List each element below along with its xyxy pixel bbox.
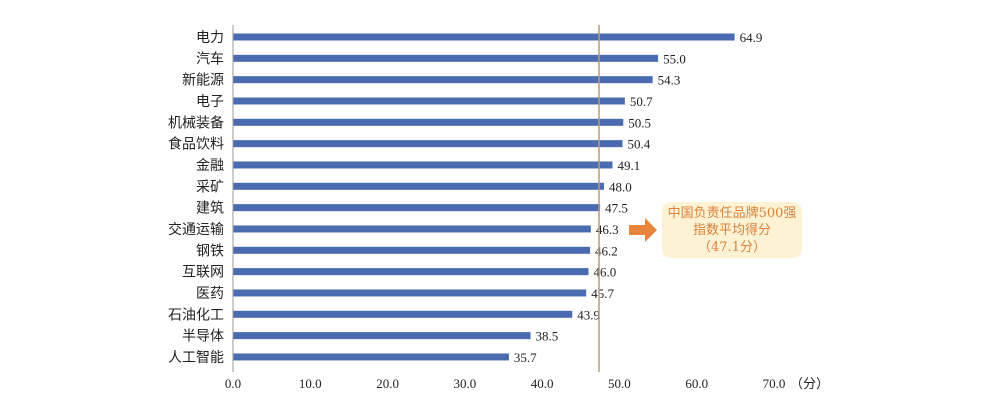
bar-15 <box>233 353 509 361</box>
value-label-1: 55.0 <box>663 51 686 66</box>
category-label-9: 交通运输 <box>168 221 224 238</box>
bar-2 <box>233 76 653 84</box>
bar-7 <box>233 182 604 190</box>
category-label-14: 半导体 <box>182 329 224 345</box>
value-label-15: 35.7 <box>514 350 537 365</box>
value-label-12: 45.7 <box>591 286 614 301</box>
bar-12 <box>233 289 587 297</box>
category-label-7: 采矿 <box>196 179 224 195</box>
category-label-3: 电子 <box>196 94 224 110</box>
category-label-1: 汽车 <box>196 50 224 67</box>
category-labels-group: 电力汽车新能源电子机械装备食品饮料金融采矿建筑交通运输钢铁互联网医药石油化工半导… <box>168 30 224 366</box>
value-label-13: 43.9 <box>577 307 600 322</box>
value-label-8: 47.5 <box>605 201 628 216</box>
value-labels-group: 64.9 55.0 54.3 50.7 50.5 50.4 49.1 48.0 47.5 46.3… <box>514 30 762 365</box>
value-label-3: 50.7 <box>630 94 653 109</box>
category-label-15: 人工智能 <box>168 350 224 366</box>
x-axis-unit-label: （分） <box>790 377 829 392</box>
value-label-6: 49.1 <box>617 158 640 173</box>
bar-9 <box>233 225 591 233</box>
x-tick-label-0: 0.0 <box>225 376 241 391</box>
bar-11 <box>233 268 589 276</box>
value-label-0: 64.9 <box>740 30 763 45</box>
x-tick-labels-group: 0.0 10.0 20.0 30.0 40.0 50.0 60.0 70.0 <box>225 376 786 391</box>
category-label-2: 新能源 <box>182 73 224 89</box>
x-tick-label-5: 50.0 <box>608 376 631 391</box>
bar-0 <box>233 33 735 41</box>
category-label-0: 电力 <box>196 30 224 46</box>
bar-14 <box>233 332 531 340</box>
bar-8 <box>233 204 601 212</box>
category-label-13: 石油化工 <box>168 307 224 323</box>
bar-10 <box>233 246 591 254</box>
callout-line-1: 中国负责任品牌500强 <box>667 206 797 221</box>
x-tick-label-7: 70.0 <box>763 376 786 391</box>
bars-group <box>233 33 735 361</box>
category-label-11: 互联网 <box>182 265 224 281</box>
bar-1 <box>233 54 659 62</box>
callout-line-3: （47.1分） <box>698 240 766 255</box>
bar-4 <box>233 118 624 126</box>
bar-6 <box>233 161 613 169</box>
value-label-11: 46.0 <box>594 265 617 280</box>
value-label-2: 54.3 <box>658 73 681 88</box>
x-tick-label-6: 60.0 <box>685 376 708 391</box>
value-label-14: 38.5 <box>536 329 559 344</box>
category-label-4: 机械装备 <box>168 114 224 131</box>
value-label-9: 46.3 <box>596 222 619 237</box>
callout-arrow-icon <box>629 218 657 242</box>
x-tick-label-3: 30.0 <box>453 376 476 391</box>
bar-5 <box>233 140 623 148</box>
x-tick-label-2: 20.0 <box>376 376 399 391</box>
category-label-5: 食品饮料 <box>168 136 224 153</box>
x-tick-label-1: 10.0 <box>299 376 322 391</box>
category-label-8: 建筑 <box>196 201 224 217</box>
bar-3 <box>233 97 625 105</box>
value-label-10: 46.2 <box>595 243 618 258</box>
category-label-10: 钢铁 <box>196 243 224 259</box>
category-label-6: 金融 <box>196 158 224 174</box>
value-label-4: 50.5 <box>628 115 651 130</box>
callout-line-2: 指数平均得分 <box>692 223 771 238</box>
value-label-5: 50.4 <box>628 137 651 152</box>
x-tick-label-4: 40.0 <box>531 376 554 391</box>
bar-13 <box>233 310 573 318</box>
value-label-7: 48.0 <box>609 179 632 194</box>
category-label-12: 医药 <box>196 286 224 302</box>
average-score-callout: 中国负责任品牌500强 指数平均得分 （47.1分） <box>662 202 802 258</box>
